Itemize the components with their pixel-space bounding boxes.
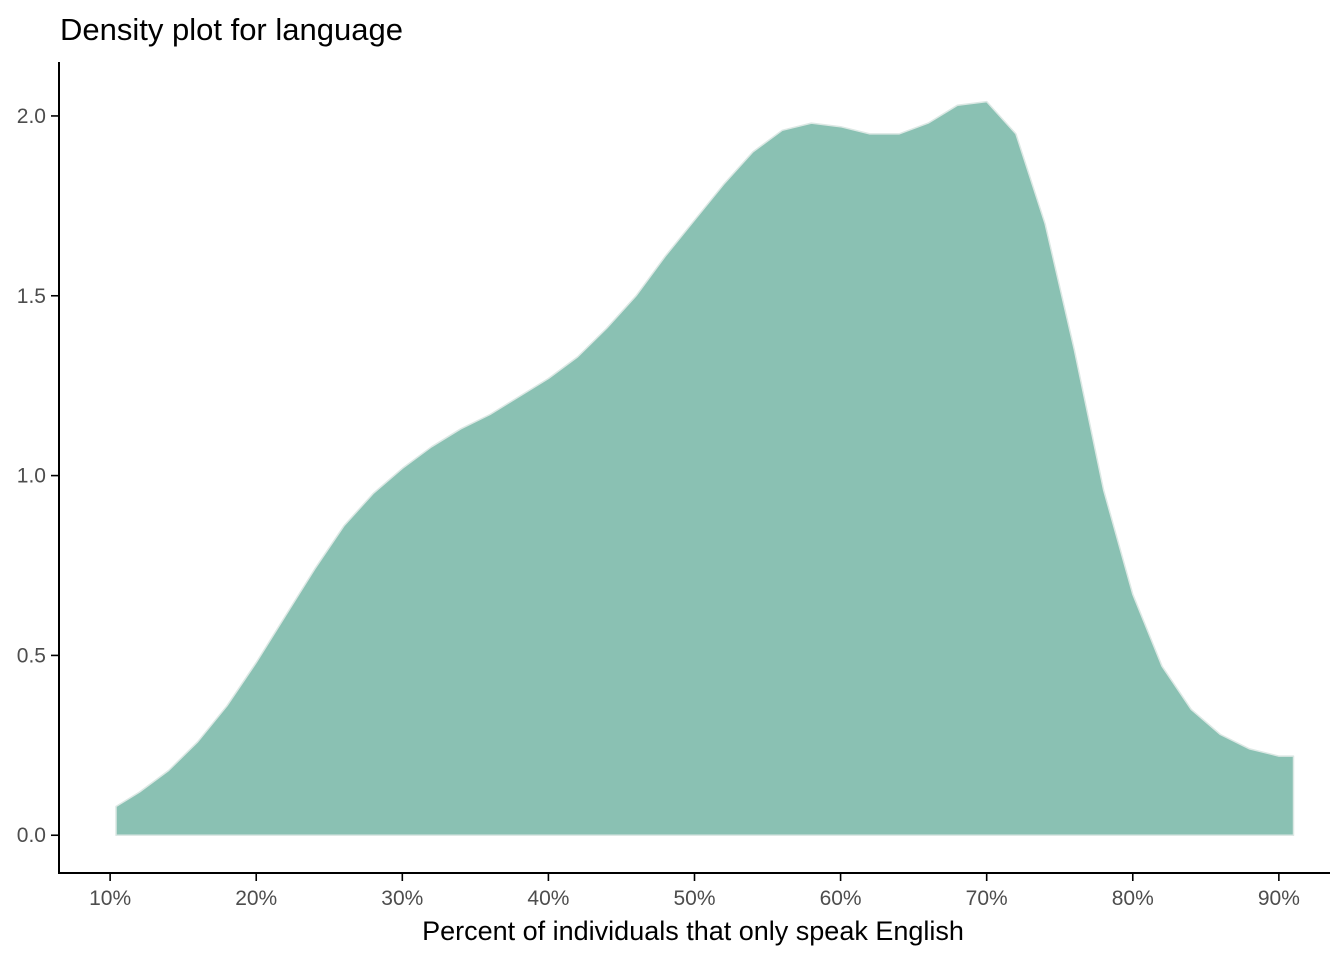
chart-title: Density plot for language [60, 12, 403, 47]
y-tick-label: 2.0 [17, 105, 46, 128]
y-tick-label: 1.5 [17, 285, 46, 308]
x-axis-label: Percent of individuals that only speak E… [422, 916, 964, 946]
x-tick-label: 90% [1258, 887, 1300, 910]
x-tick-label: 20% [235, 887, 277, 910]
x-tick-label: 30% [381, 887, 423, 910]
density-area [115, 100, 1295, 836]
x-tick-label: 60% [820, 887, 862, 910]
y-axis-ticks: 0.0 0.5 1.0 1.5 2.0 [17, 105, 59, 847]
x-tick-label: 80% [1112, 887, 1154, 910]
x-axis-ticks: 10% 20% 30% 40% 50% 60% 70% 80% 90% [89, 873, 1300, 910]
x-tick-label: 70% [966, 887, 1008, 910]
y-tick-label: 1.0 [17, 465, 46, 488]
y-tick-label: 0.5 [17, 644, 46, 667]
x-tick-label: 10% [89, 887, 131, 910]
x-tick-label: 40% [527, 887, 569, 910]
y-tick-label: 0.0 [17, 824, 46, 847]
plot-area [115, 100, 1295, 836]
x-tick-label: 50% [673, 887, 715, 910]
